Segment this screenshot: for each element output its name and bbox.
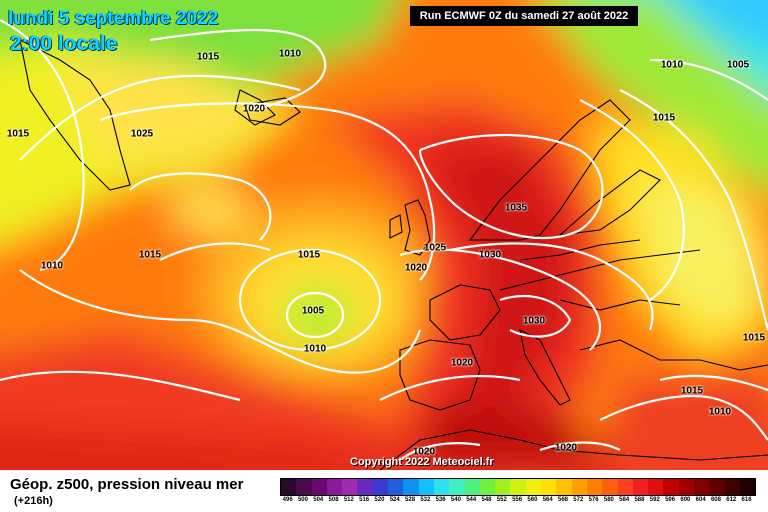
pressure-label: 1030	[478, 249, 502, 261]
scale-swatch	[495, 479, 511, 495]
pressure-label: 1010	[660, 59, 684, 71]
scale-swatch	[571, 479, 587, 495]
pressure-label: 1015	[138, 249, 162, 261]
pressure-label: 1020	[404, 262, 428, 274]
scale-swatch	[296, 479, 312, 495]
scale-swatch	[678, 479, 695, 495]
pressure-label: 1015	[6, 128, 30, 140]
coastlines	[19, 39, 768, 470]
scale-swatch	[479, 479, 496, 495]
scale-value: 556	[512, 497, 523, 503]
forecast-local-time: 2:00 locale	[10, 32, 118, 55]
scale-value: 560	[527, 497, 538, 503]
pressure-label: 1015	[680, 385, 704, 397]
pressure-label: 1020	[412, 446, 436, 458]
forecast-date: lundi 5 septembre 2022	[8, 8, 219, 29]
scale-value: 568	[557, 497, 568, 503]
legend-bar: Géop. z500, pression niveau mer (+216h) …	[0, 470, 768, 512]
geopotential-field	[0, 0, 768, 470]
pressure-label: 1010	[708, 406, 732, 418]
scale-swatch	[724, 479, 740, 495]
scale-value: 496	[282, 497, 293, 503]
run-info: Run ECMWF 0Z du samedi 27 août 2022	[410, 6, 638, 26]
pressure-label: 1005	[726, 59, 750, 71]
scale-value: 508	[328, 497, 339, 503]
scale-swatch	[525, 479, 542, 495]
scale-swatch	[403, 479, 419, 495]
legend-title: Géop. z500, pression niveau mer	[10, 476, 244, 493]
scale-value: 520	[374, 497, 385, 503]
scale-swatch	[617, 479, 633, 495]
scale-value: 540	[450, 497, 461, 503]
scale-value: 500	[297, 497, 308, 503]
scale-value: 544	[466, 497, 477, 503]
scale-swatch	[311, 479, 327, 495]
scale-value: 604	[695, 497, 706, 503]
isobars	[0, 19, 768, 461]
scale-swatch	[663, 479, 679, 495]
scale-value: 516	[359, 497, 370, 503]
scale-value: 532	[420, 497, 431, 503]
scale-swatch	[632, 479, 649, 495]
scale-swatch	[342, 479, 358, 495]
pressure-label: 1010	[303, 343, 327, 355]
pressure-label: 1015	[742, 332, 766, 344]
scale-swatch	[586, 479, 603, 495]
scale-swatch	[739, 479, 756, 495]
color-scale	[280, 478, 757, 496]
scale-value: 584	[619, 497, 630, 503]
scale-swatch	[709, 479, 725, 495]
legend-subtitle: (+216h)	[14, 495, 53, 507]
pressure-label: 1010	[40, 260, 64, 272]
scale-value: 536	[435, 497, 446, 503]
pressure-label: 1010	[278, 48, 302, 60]
pressure-label: 1020	[242, 103, 266, 115]
scale-swatch	[281, 479, 297, 495]
pressure-label: 1020	[450, 357, 474, 369]
scale-swatch	[694, 479, 710, 495]
pressure-label: 1025	[130, 128, 154, 140]
pressure-label: 1015	[652, 112, 676, 124]
scale-value: 548	[481, 497, 492, 503]
scale-value: 596	[665, 497, 676, 503]
scale-swatch	[602, 479, 618, 495]
scale-swatch	[433, 479, 450, 495]
pressure-label: 1020	[554, 442, 578, 454]
scale-value: 580	[603, 497, 614, 503]
scale-swatch	[464, 479, 480, 495]
scale-swatch	[449, 479, 465, 495]
scale-swatch	[510, 479, 526, 495]
pressure-label: 1005	[301, 305, 325, 317]
scale-swatch	[418, 479, 434, 495]
scale-swatch	[556, 479, 572, 495]
scale-value: 512	[343, 497, 354, 503]
scale-value: 600	[680, 497, 691, 503]
pressure-label: 1035	[504, 202, 528, 214]
scale-swatch	[326, 479, 343, 495]
scale-value: 572	[573, 497, 584, 503]
copyright: Copyright 2022 Meteociel.fr	[350, 456, 494, 468]
scale-value: 528	[405, 497, 416, 503]
pressure-label: 1025	[423, 242, 447, 254]
scale-swatch	[357, 479, 373, 495]
pressure-label: 1030	[522, 315, 546, 327]
scale-swatch	[648, 479, 664, 495]
scale-value: 588	[634, 497, 645, 503]
scale-value: 552	[496, 497, 507, 503]
pressure-label: 1015	[196, 51, 220, 63]
scale-value: 612	[726, 497, 737, 503]
scale-value: 576	[588, 497, 599, 503]
color-scale-labels: 496 500 504 508 512 516 520 524 528 532 536 540 544 5…	[280, 497, 754, 503]
scale-swatch	[541, 479, 557, 495]
scale-value: 504	[313, 497, 324, 503]
scale-swatch	[372, 479, 389, 495]
scale-value: 592	[649, 497, 660, 503]
scale-value: 524	[389, 497, 400, 503]
scale-value: 564	[542, 497, 553, 503]
scale-value: 608	[710, 497, 721, 503]
scale-swatch	[388, 479, 404, 495]
weather-map: lundi 5 septembre 2022 2:00 locale Run E…	[0, 0, 768, 470]
scale-value: 616	[741, 497, 752, 503]
pressure-label: 1015	[297, 249, 321, 261]
